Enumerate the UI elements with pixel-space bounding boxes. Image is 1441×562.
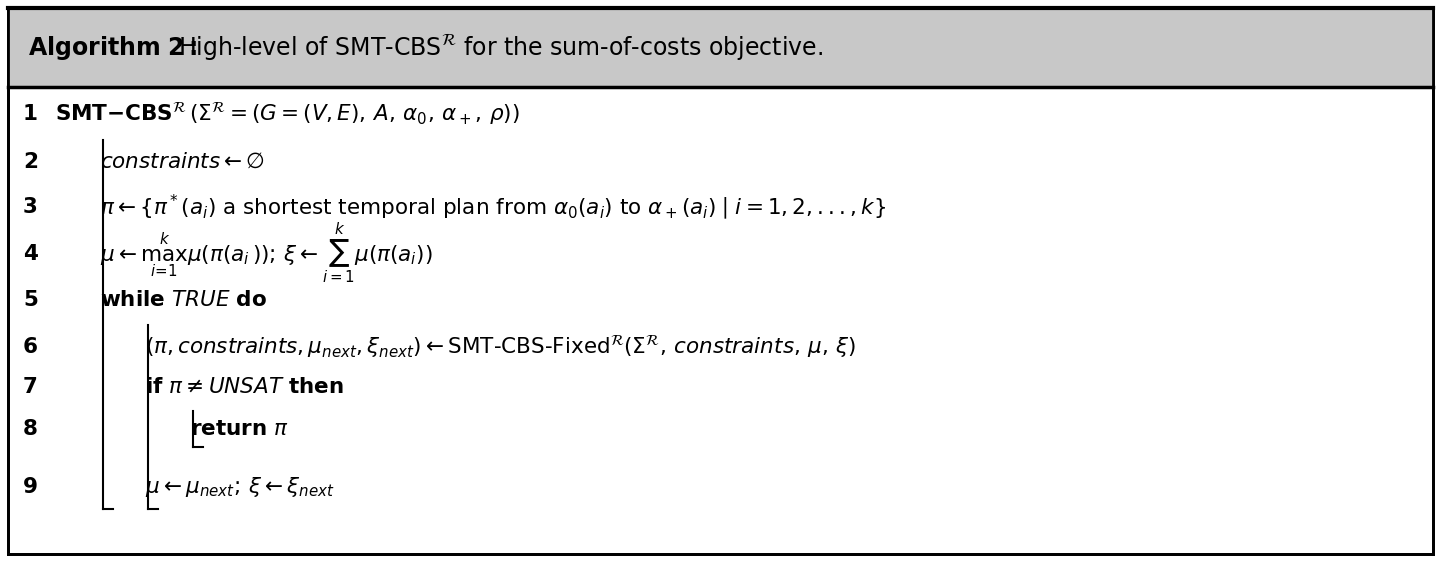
Text: High-level of SMT-CBS$^{\mathcal{R}}$ for the sum-of-costs objective.: High-level of SMT-CBS$^{\mathcal{R}}$ fo… (179, 33, 823, 64)
Text: $(\pi,\mathit{constraints},\mu_{next},\xi_{next}) \leftarrow \mathrm{SMT\text{-}: $(\pi,\mathit{constraints},\mu_{next},\x… (146, 334, 856, 360)
Text: 3: 3 (23, 197, 37, 217)
Text: 9: 9 (23, 477, 37, 497)
Text: 1: 1 (23, 104, 37, 124)
Text: 5: 5 (23, 290, 37, 310)
Text: 4: 4 (23, 244, 37, 264)
Text: $\mathbf{return}\ \pi$: $\mathbf{return}\ \pi$ (190, 419, 288, 439)
Text: 2: 2 (23, 152, 37, 172)
Text: $\pi \leftarrow \{\pi^*(a_i)\ \mathrm{a\ shortest\ temporal\ plan\ from}\ \alpha: $\pi \leftarrow \{\pi^*(a_i)\ \mathrm{a\… (99, 192, 886, 222)
Text: $\mathit{constraints} \leftarrow \emptyset$: $\mathit{constraints} \leftarrow \emptys… (99, 152, 265, 172)
Bar (9, 8, 1432, 87)
Text: 8: 8 (23, 419, 37, 439)
Text: 7: 7 (23, 377, 37, 397)
Text: 6: 6 (23, 337, 37, 357)
Text: $\mu \leftarrow \mu_{next};\,\xi \leftarrow \xi_{next}$: $\mu \leftarrow \mu_{next};\,\xi \leftar… (146, 475, 334, 499)
Text: $\mathbf{while}\ \mathit{TRUE}\ \mathbf{do}$: $\mathbf{while}\ \mathit{TRUE}\ \mathbf{… (99, 290, 267, 310)
Text: $\mathbf{SMT\mathbf{-}CBS}^{\mathcal{R}}\,(\Sigma^{\mathcal{R}} = (G=(V,E),\,A,\: $\mathbf{SMT\mathbf{-}CBS}^{\mathcal{R}}… (55, 101, 520, 128)
Text: $\mu \leftarrow \max_{i=1}^{k}\mu(\pi(a_i));\,\xi \leftarrow \sum_{i=1}^{k}\mu(\: $\mu \leftarrow \max_{i=1}^{k}\mu(\pi(a_… (99, 222, 432, 286)
Text: $\mathbf{Algorithm\ 2:}$: $\mathbf{Algorithm\ 2:}$ (27, 34, 197, 62)
Text: $\mathbf{if}\ \pi \neq \mathit{UNSAT}\ \mathbf{then}$: $\mathbf{if}\ \pi \neq \mathit{UNSAT}\ \… (146, 377, 344, 397)
